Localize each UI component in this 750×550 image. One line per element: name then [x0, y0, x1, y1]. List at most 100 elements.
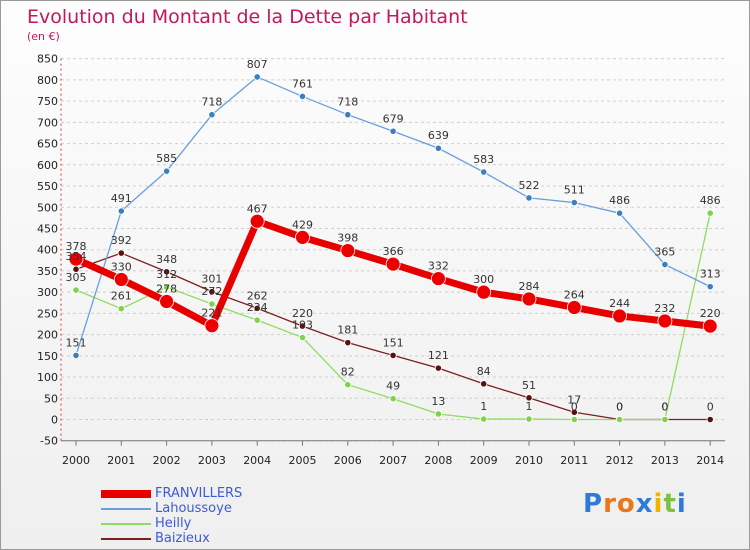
legend-label: Lahoussoye [155, 501, 232, 516]
x-tick-label: 2007 [379, 454, 407, 467]
chart-title: Evolution du Montant de la Dette par Hab… [27, 6, 468, 28]
data-point [525, 194, 533, 202]
data-label: 220 [292, 307, 313, 320]
data-point [208, 288, 216, 296]
data-point [253, 304, 261, 312]
y-tick-label: 200 [37, 329, 58, 342]
data-point [253, 316, 261, 324]
x-tick-label: 2005 [289, 454, 317, 467]
data-label: 332 [428, 260, 449, 273]
data-label: 378 [66, 240, 87, 253]
data-point [385, 256, 401, 272]
data-point [113, 272, 129, 287]
data-label: 261 [111, 290, 132, 303]
data-label: 84 [477, 365, 491, 378]
data-label: 0 [616, 401, 623, 414]
chart-unit: (en €) [27, 30, 60, 43]
data-label: 13 [431, 395, 445, 408]
data-point [298, 333, 307, 342]
data-point [249, 213, 265, 229]
data-label: 244 [609, 297, 630, 310]
data-point [117, 207, 125, 215]
data-label: 585 [156, 152, 177, 165]
data-point [434, 144, 442, 152]
data-point [521, 291, 537, 307]
x-tick-label: 2000 [62, 454, 90, 467]
x-tick-label: 2011 [560, 454, 588, 467]
data-point [525, 394, 533, 402]
y-tick-label: 100 [37, 371, 58, 384]
data-label: 366 [383, 245, 404, 258]
data-label: 262 [247, 289, 268, 302]
data-label: 1 [526, 400, 533, 413]
data-point [434, 410, 442, 418]
data-label: 312 [156, 268, 177, 281]
x-tick-label: 2001 [107, 454, 135, 467]
data-point [615, 415, 624, 424]
data-point [702, 318, 718, 334]
data-point [480, 380, 488, 388]
data-label: 264 [564, 288, 585, 301]
data-point [72, 286, 80, 294]
data-label: 305 [66, 271, 87, 284]
x-tick-label: 2004 [243, 454, 271, 467]
data-label: 301 [201, 273, 222, 286]
data-point [117, 249, 125, 257]
data-point [434, 364, 442, 372]
data-label: 718 [337, 96, 358, 109]
data-label: 49 [386, 380, 400, 393]
legend-swatch [101, 538, 151, 540]
y-tick-label: -50 [40, 435, 58, 448]
legend-label: Heilly [155, 516, 192, 531]
data-point [706, 283, 714, 291]
x-tick-label: 2012 [606, 454, 634, 467]
x-tick-label: 2006 [334, 454, 362, 467]
y-tick-label: 700 [37, 116, 58, 129]
data-label: 221 [201, 307, 222, 320]
data-point [661, 415, 669, 424]
data-label: 467 [247, 202, 268, 215]
data-label: 284 [519, 280, 540, 293]
data-point [340, 243, 356, 258]
data-label: 300 [473, 273, 494, 286]
data-label: 51 [522, 379, 536, 392]
data-label: 181 [337, 324, 358, 337]
data-label: 392 [111, 234, 132, 247]
data-point [570, 415, 578, 424]
data-label: 365 [654, 246, 675, 259]
x-tick-label: 2002 [153, 454, 181, 467]
data-point [615, 209, 624, 217]
data-label: 429 [292, 218, 313, 231]
data-point [208, 111, 216, 119]
data-point [204, 318, 220, 334]
data-label: 220 [700, 307, 721, 320]
legend-label: FRANVILLERS [155, 486, 243, 501]
data-point [68, 251, 84, 267]
data-labels: 378 330 278 221 467 429 398 366 332 300 284 264 244 2… [66, 58, 721, 414]
y-tick-label: 150 [37, 350, 58, 363]
data-label: 278 [156, 282, 177, 295]
x-tick-label: 2010 [515, 454, 543, 467]
x-tick-label: 2008 [424, 454, 452, 467]
data-label: 121 [428, 349, 449, 362]
data-label: 330 [111, 260, 132, 273]
data-label: 718 [201, 96, 222, 109]
y-tick-label: 50 [44, 392, 58, 405]
data-point [389, 351, 397, 360]
data-point [298, 92, 307, 101]
data-label: 151 [66, 336, 87, 349]
data-label: 193 [292, 319, 313, 332]
y-tick-label: 550 [37, 180, 58, 193]
x-tick-label: 2013 [651, 454, 679, 467]
data-point [476, 284, 492, 300]
y-tick-label: 750 [37, 95, 58, 108]
y-tick-label: 250 [37, 307, 58, 320]
data-label: 761 [292, 77, 313, 90]
data-point [344, 339, 352, 347]
data-label: 272 [201, 285, 222, 298]
data-point [163, 283, 171, 291]
y-tick-label: 850 [37, 53, 58, 66]
y-tick-label: 350 [37, 265, 58, 278]
data-point [159, 294, 175, 309]
